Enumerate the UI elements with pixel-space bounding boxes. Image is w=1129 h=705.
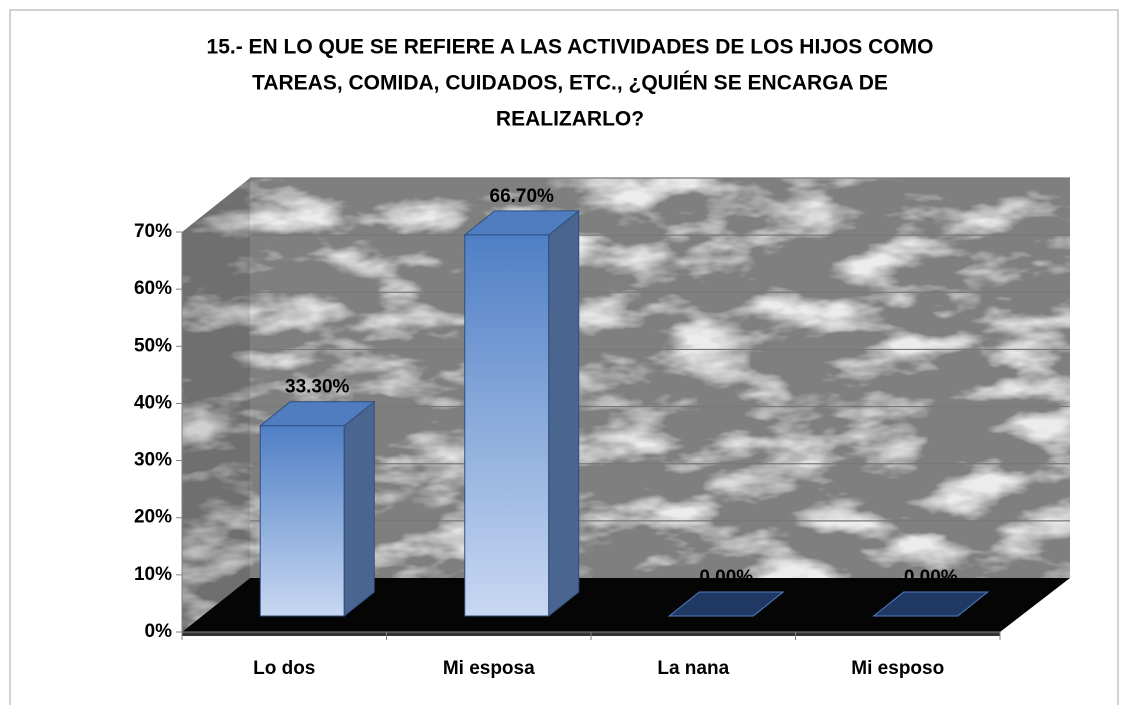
value-label: 0.00% <box>904 567 958 588</box>
back-wall <box>250 178 1070 578</box>
y-tick-label: 20% <box>134 507 172 528</box>
chart-title: REALIZARLO? <box>496 108 644 131</box>
bar-top <box>258 401 376 427</box>
y-tick-label: 0% <box>145 621 173 642</box>
value-label: 66.70% <box>490 186 555 207</box>
side-wall-shade <box>182 178 250 632</box>
bar-top <box>872 591 990 617</box>
bar-top <box>667 591 785 617</box>
side-wall <box>182 178 250 632</box>
chart-title: TAREAS, COMIDA, CUIDADOS, ETC., ¿QUIÉN S… <box>252 72 888 95</box>
x-tick-label: Mi esposa <box>443 658 535 679</box>
bar <box>463 209 581 618</box>
bar <box>872 591 990 617</box>
x-tick-label: La nana <box>657 658 729 679</box>
bar-side <box>343 400 375 618</box>
x-tick-label: Lo dos <box>253 658 315 679</box>
bar <box>667 591 785 617</box>
y-tick-label: 50% <box>134 335 172 356</box>
bar <box>258 400 376 618</box>
floor <box>182 578 1070 632</box>
y-tick-label: 10% <box>134 564 172 585</box>
y-tick-label: 70% <box>134 221 172 242</box>
y-tick-label: 40% <box>134 392 172 413</box>
value-label: 33.30% <box>285 377 350 398</box>
chart-border <box>9 9 1119 705</box>
bar-front <box>464 234 550 617</box>
x-tick-label: Mi esposo <box>851 658 944 679</box>
value-label: 0.00% <box>699 567 753 588</box>
bar-side <box>548 209 580 618</box>
bar-front <box>259 425 345 617</box>
chart-title: 15.- EN LO QUE SE REFIERE A LAS ACTIVIDA… <box>207 36 934 59</box>
y-tick-label: 30% <box>134 450 172 471</box>
y-tick-label: 60% <box>134 278 172 299</box>
bar-top <box>463 210 581 236</box>
